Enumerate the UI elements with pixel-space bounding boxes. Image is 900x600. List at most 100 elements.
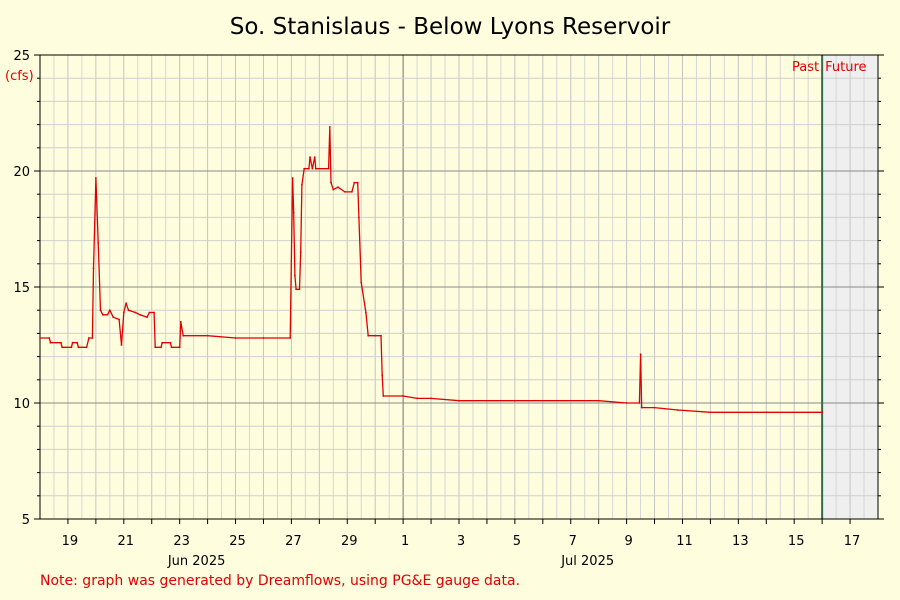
flow-point	[303, 167, 306, 170]
flow-point	[301, 184, 303, 186]
x-tick-label: 3	[457, 534, 465, 549]
y-tick-label: 20	[13, 165, 30, 180]
flow-point	[118, 318, 120, 321]
flow-point	[356, 181, 359, 184]
flow-point	[653, 406, 656, 409]
month-label: Jun 2025	[167, 554, 226, 569]
flow-point	[295, 288, 297, 291]
flow-point	[106, 313, 109, 316]
flow-point	[95, 177, 97, 179]
flow-point	[148, 311, 151, 314]
flow-point	[402, 395, 404, 397]
flow-point	[170, 346, 173, 349]
x-tick-label: 23	[173, 534, 190, 549]
flow-point	[125, 302, 127, 305]
flow-point	[625, 402, 628, 404]
x-tick-label: 9	[624, 534, 632, 549]
flow-point	[597, 399, 600, 402]
flow-point	[77, 346, 80, 349]
flow-point	[374, 334, 377, 337]
flow-point	[353, 181, 356, 184]
flow-point	[291, 177, 294, 179]
flow-point	[311, 167, 314, 170]
flow-point	[639, 353, 642, 356]
y-axis-unit: (cfs)	[5, 69, 34, 84]
y-tick-label: 5	[22, 513, 30, 528]
x-tick-label: 25	[229, 534, 246, 549]
flow-point	[381, 374, 384, 377]
x-tick-label: 5	[513, 534, 521, 549]
y-tick-label: 10	[13, 397, 30, 412]
flow-point	[179, 320, 182, 323]
flow-point	[97, 242, 100, 244]
flow-point	[313, 156, 316, 159]
flow-point	[120, 344, 123, 346]
flow-point	[61, 346, 63, 349]
flow-point	[91, 337, 94, 339]
flow-point	[262, 337, 265, 339]
y-tick-label: 25	[13, 49, 30, 64]
flow-point	[309, 156, 311, 159]
flow-point	[299, 251, 302, 254]
flow-point	[382, 395, 385, 397]
flow-point	[48, 337, 51, 339]
flow-point	[234, 337, 237, 339]
flow-point	[367, 334, 370, 337]
flow-point	[127, 309, 130, 312]
flow-point	[60, 341, 62, 344]
flow-point	[328, 126, 331, 128]
flow-point	[365, 311, 367, 314]
flow-point	[71, 341, 74, 344]
flow-point	[122, 311, 125, 314]
flow-point	[70, 346, 73, 349]
month-label: Jul 2025	[560, 554, 614, 569]
flow-point	[292, 211, 295, 214]
x-tick-label: 19	[62, 534, 79, 549]
flow-point	[458, 399, 460, 402]
flow-point	[765, 411, 768, 414]
flow-point	[206, 334, 209, 337]
x-tick-label: 11	[676, 534, 693, 549]
flow-point	[99, 309, 102, 312]
flow-point	[337, 186, 339, 189]
flow-point	[314, 167, 317, 170]
flow-point	[298, 288, 301, 291]
flow-point	[332, 188, 335, 191]
flow-point	[380, 334, 382, 337]
past-label: Past	[792, 60, 819, 75]
x-tick-label: 27	[285, 534, 302, 549]
flow-point	[709, 411, 712, 414]
flow-point	[638, 402, 641, 404]
x-tick-label: 29	[341, 534, 358, 549]
flow-point	[161, 341, 164, 344]
flow-point	[85, 346, 88, 349]
flow-point	[676, 409, 679, 411]
x-tick-label: 13	[732, 534, 749, 549]
flow-point	[139, 313, 142, 316]
future-label: Future	[825, 60, 866, 75]
flow-point	[821, 411, 823, 414]
x-tick-label: 17	[844, 534, 861, 549]
flow-point	[182, 334, 185, 337]
flow-point	[169, 341, 172, 344]
flow-point	[358, 216, 360, 219]
flow-point	[154, 346, 157, 349]
x-tick-label: 15	[788, 534, 805, 549]
flow-point	[308, 167, 310, 170]
flow-point	[76, 341, 79, 344]
x-tick-label: 1	[401, 534, 409, 549]
flow-point	[330, 181, 332, 184]
flow-point	[49, 341, 52, 344]
flow-point	[351, 191, 353, 193]
flow-point	[430, 397, 432, 400]
x-tick-label: 7	[569, 534, 577, 549]
footer-note: Note: graph was generated by Dreamflows,…	[40, 573, 521, 589]
flow-point	[160, 346, 162, 349]
flow-point	[327, 167, 330, 170]
flow-point	[146, 316, 149, 319]
flow-point	[514, 399, 516, 402]
flow-point	[416, 397, 418, 400]
flow-point	[112, 316, 115, 319]
